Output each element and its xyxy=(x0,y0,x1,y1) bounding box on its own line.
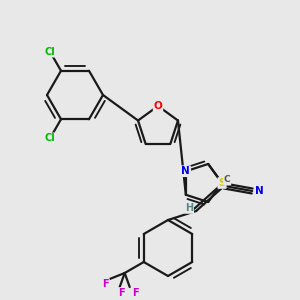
Text: Cl: Cl xyxy=(45,47,56,57)
Text: H: H xyxy=(185,203,193,213)
Text: N: N xyxy=(255,186,264,196)
Text: N: N xyxy=(182,166,190,176)
Text: O: O xyxy=(154,101,162,111)
Text: F: F xyxy=(132,288,139,298)
Text: S: S xyxy=(218,178,226,188)
Text: C: C xyxy=(224,176,230,184)
Text: F: F xyxy=(118,288,125,298)
Text: Cl: Cl xyxy=(45,133,56,143)
Text: F: F xyxy=(102,279,109,289)
